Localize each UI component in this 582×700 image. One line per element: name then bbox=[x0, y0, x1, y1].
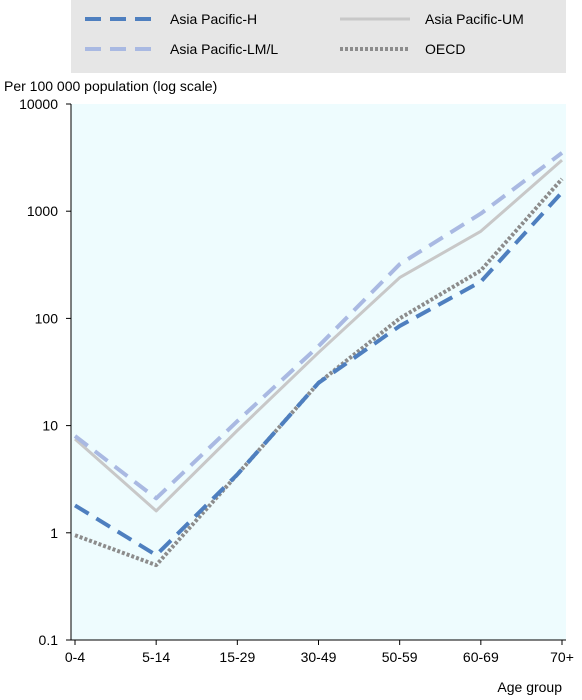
x-tick-label: 15-29 bbox=[219, 649, 255, 665]
y-tick-label: 10 bbox=[42, 418, 58, 434]
legend-label-oecd: OECD bbox=[425, 41, 465, 57]
series-line-asia-pacific-h bbox=[73, 190, 564, 558]
plot-area bbox=[71, 104, 566, 640]
series-layer bbox=[73, 151, 564, 568]
series-line-asia-pacific-lm-l bbox=[73, 151, 564, 501]
legend-box bbox=[71, 0, 566, 73]
legend-label-asia-pacific-h: Asia Pacific-H bbox=[170, 11, 257, 27]
legend-label-asia-pacific-lm-l: Asia Pacific-LM/L bbox=[170, 41, 278, 57]
y-axis-title: Per 100 000 population (log scale) bbox=[4, 78, 217, 94]
x-tick-label: 30-49 bbox=[301, 649, 337, 665]
legend-label-asia-pacific-um: Asia Pacific-UM bbox=[425, 11, 524, 27]
y-ticks: 0.1 1 10 100 1000 10000 bbox=[19, 96, 71, 648]
x-tick-label: 5-14 bbox=[142, 649, 170, 665]
x-axis-title: Age group bbox=[497, 679, 562, 695]
x-tick-label: 70+ bbox=[550, 649, 574, 665]
y-tick-label: 1000 bbox=[27, 203, 58, 219]
x-ticks: 0-4 5-14 15-29 30-49 50-59 60-69 70+ bbox=[65, 640, 574, 665]
y-tick-label: 10000 bbox=[19, 96, 58, 112]
y-tick-label: 100 bbox=[35, 310, 59, 326]
x-tick-label: 60-69 bbox=[463, 649, 499, 665]
x-tick-label: 50-59 bbox=[382, 649, 418, 665]
y-tick-label: 0.1 bbox=[39, 632, 59, 648]
series-line-asia-pacific-um bbox=[74, 158, 563, 513]
x-tick-label: 0-4 bbox=[65, 649, 85, 665]
legend: Asia Pacific-H Asia Pacific-LM/L Asia Paci… bbox=[85, 11, 524, 57]
y-tick-label: 1 bbox=[50, 525, 58, 541]
